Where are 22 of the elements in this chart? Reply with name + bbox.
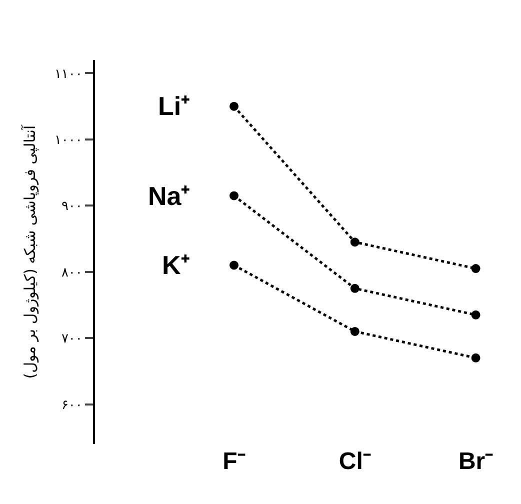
point — [471, 310, 480, 320]
x-tick-label: Br⁻ — [458, 448, 494, 475]
y-axis-title: آنتالپی فروپاشی شبکه (کیلوژول بر مول) — [20, 124, 40, 379]
y-tick-label: ۱۰۰۰ — [54, 133, 82, 148]
point — [350, 238, 360, 247]
series-label: K⁺ — [162, 250, 190, 280]
series-label: Na⁺ — [148, 181, 190, 211]
point — [471, 353, 480, 362]
y-tick-label: ۶۰۰ — [61, 398, 82, 413]
point — [471, 264, 480, 274]
y-tick-label: ۷۰۰ — [61, 332, 82, 347]
point — [230, 191, 239, 200]
y-tick-label: ۸۰۰ — [61, 265, 82, 280]
point — [230, 260, 239, 270]
series-label: Li⁺ — [158, 91, 190, 121]
x-tick-label: Cl⁻ — [338, 448, 371, 475]
point — [350, 326, 360, 336]
y-tick-label: ۱۱۰۰ — [54, 66, 82, 82]
point — [350, 284, 360, 293]
y-tick-label: ۹۰۰ — [61, 199, 82, 214]
point — [230, 102, 239, 111]
x-tick-label: F⁻ — [222, 448, 246, 475]
